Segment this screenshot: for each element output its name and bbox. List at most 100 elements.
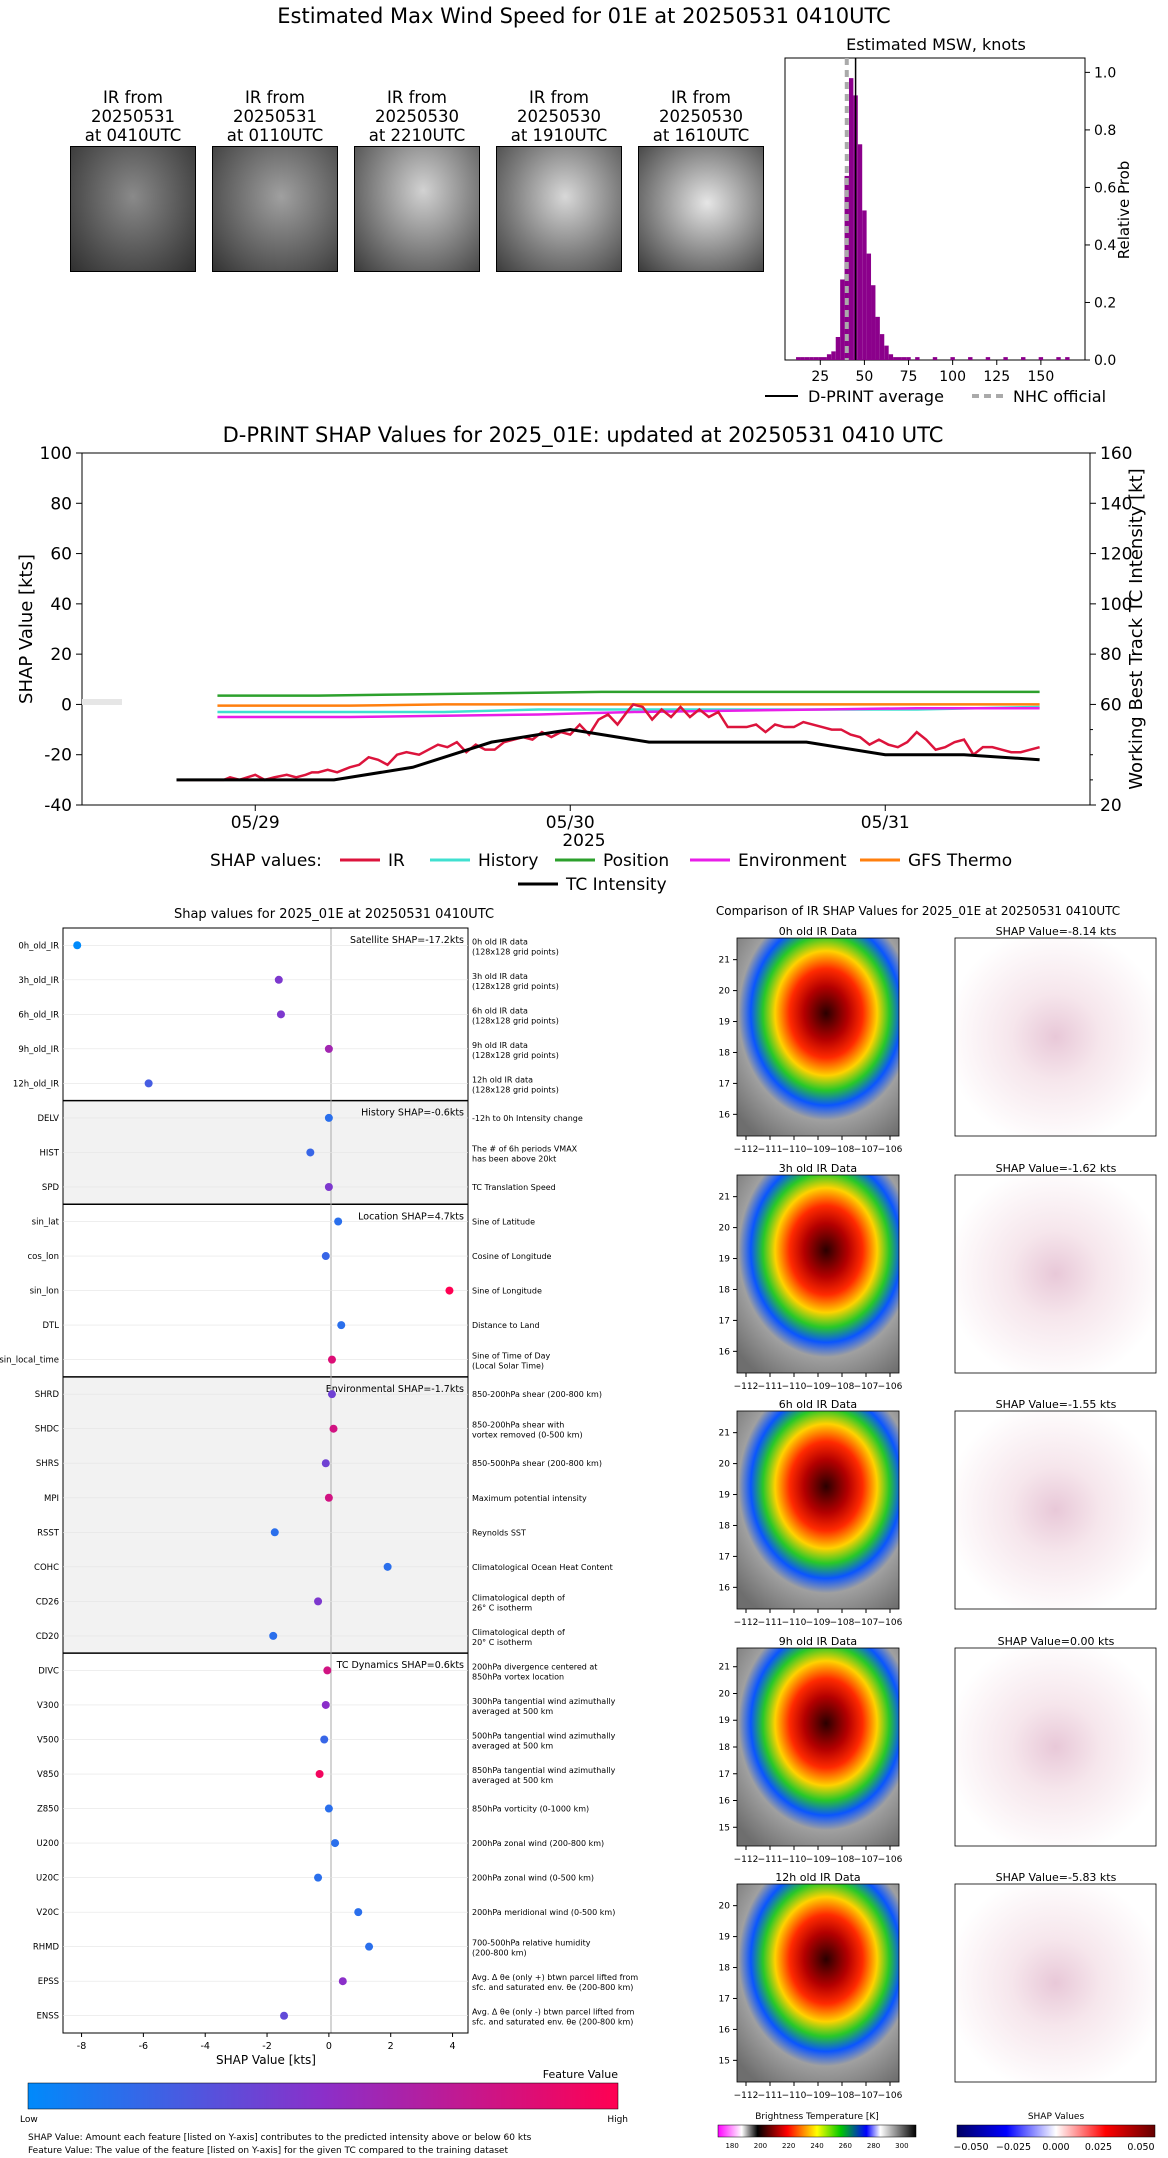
ir-thumb-label-line: at 1910UTC [510, 126, 608, 145]
ir-x-tick-label: −110 [782, 1618, 807, 1628]
ir-thumb-image [354, 146, 480, 272]
ir-y-tick-label: 20 [719, 1902, 731, 1912]
shap-panel-frame [62, 927, 469, 2034]
feature-desc: (128x128 grid points) [472, 1051, 559, 1060]
ir-x-tick-label: −111 [758, 1145, 783, 1155]
ir-x-tick-label: −112 [734, 2091, 759, 2101]
ir-y-tick-label: 18 [719, 1048, 731, 1058]
histogram-bar [1003, 357, 1008, 360]
ir-x-tick-label: −108 [830, 1382, 855, 1392]
ir-x-tick-label: −108 [830, 1618, 855, 1628]
ir-y-tick-label: 19 [719, 1255, 731, 1265]
ir-x-tick-label: −110 [782, 1145, 807, 1155]
shap-point [314, 1873, 323, 1882]
shap-point [274, 975, 283, 984]
right-tick-label: 100 [1100, 595, 1132, 615]
group-shap-label: Environmental SHAP=-1.7kts [326, 1384, 464, 1395]
ir-thumb-label-line: 20250531 [91, 107, 175, 126]
ir-thumb-label: IR from 20250531 at 0410UTC [60, 88, 206, 145]
ir-x-tick-label: −107 [854, 1618, 879, 1628]
ir-image [736, 1883, 900, 2083]
histogram-bar [818, 357, 823, 360]
feature-desc: (200-800 km) [472, 1949, 527, 1958]
legend-label-tc: TC Intensity [565, 875, 667, 895]
histogram-bar [893, 357, 898, 360]
ir-y-tick-label: 21 [719, 1429, 730, 1439]
colorbar-title: Feature Value [543, 2068, 619, 2081]
ir-x-tick-label: −111 [758, 1618, 783, 1628]
ir-y-tick-label: 21 [719, 1193, 730, 1203]
ir-thumb-label-line: at 2210UTC [368, 126, 466, 145]
feature-desc: Sine of Longitude [472, 1287, 542, 1296]
x-tick-label: -2 [262, 2041, 271, 2052]
ir-y-tick-label: 19 [719, 1933, 731, 1943]
bt-colorbar [717, 2124, 917, 2138]
legend-label-gfs: GFS Thermo [908, 851, 1012, 871]
group-shap-label: History SHAP=-0.6kts [361, 1108, 464, 1119]
histogram-bar [857, 144, 863, 360]
shap-point [365, 1942, 374, 1951]
feature-desc: Avg. Δ θe (only +) btwn parcel lifted fr… [472, 1973, 638, 1982]
feature-name: SHDC [35, 1425, 59, 1435]
histogram-bar [809, 357, 814, 360]
timeseries-ylabel-right: Working Best Track TC Intensity [kt] [1126, 468, 1147, 789]
ir-y-tick-label: 15 [719, 1823, 730, 1833]
shap-point [321, 1459, 330, 1468]
ir-x-tick-label: −106 [878, 1618, 903, 1628]
histogram-bar [848, 78, 854, 360]
ir-x-tick-label: −106 [878, 1145, 903, 1155]
left-tick-label: -40 [44, 796, 72, 816]
histogram-x-tick-label: 125 [983, 369, 1010, 385]
left-tick-label: 0 [61, 695, 72, 715]
ir-image [736, 1174, 900, 1374]
ir-thumb-label: IR from 20250531 at 0110UTC [202, 88, 348, 145]
feature-name: DELV [37, 1114, 59, 1124]
ir-thumb-image [70, 146, 196, 272]
footnote-shap: SHAP Value: Amount each feature [listed … [28, 2133, 532, 2143]
ir-y-tick-label: 20 [719, 987, 731, 997]
ir-x-tick-label: −110 [782, 1855, 807, 1865]
series-line-tc [176, 728, 1040, 782]
histogram-y-tick-label: 1.0 [1094, 65, 1116, 81]
ir-y-tick-label: 17 [719, 1994, 730, 2004]
feature-name: U20C [36, 1874, 59, 1884]
ir-x-tick-label: −108 [830, 1145, 855, 1155]
shap-colorbar [956, 2124, 1156, 2138]
feature-name: CD26 [36, 1597, 59, 1607]
group-shap-label: TC Dynamics SHAP=0.6kts [336, 1660, 464, 1671]
histogram-bar [1065, 357, 1070, 360]
ir-compare-row: 9h old IR Data SHAP Value=0.00 kts 21 20 19 1… [719, 1635, 1157, 1865]
ir-y-tick-label: 21 [719, 1663, 730, 1673]
feature-desc: 300hPa tangential wind azimuthally [472, 1697, 616, 1706]
histogram-bar [901, 357, 907, 360]
shap-tick-label: −0.025 [996, 2142, 1031, 2153]
histogram-bar [968, 357, 973, 360]
histogram-x-tick-label: 50 [855, 369, 873, 385]
ir-x-tick-label: −112 [734, 1382, 759, 1392]
ir-x-tick-label: −111 [758, 1855, 783, 1865]
shap-point [280, 2011, 289, 2020]
right-tick-label: 80 [1100, 645, 1122, 665]
histogram-bar [884, 345, 889, 360]
feature-name: MPI [44, 1494, 59, 1504]
ir-image-title: 0h old IR Data [779, 925, 857, 938]
feature-desc: Sine of Time of Day [472, 1352, 551, 1361]
x-tick-label: 0 [326, 2041, 332, 2052]
feature-name: sin_lon [30, 1287, 59, 1297]
feature-desc: (Local Solar Time) [472, 1362, 544, 1371]
legend-nhc-label: NHC official [1013, 387, 1106, 406]
histogram-x-tick-label: 75 [900, 369, 918, 385]
ir-thumb-image [212, 146, 338, 272]
ir-x-tick-label: −106 [878, 1382, 903, 1392]
right-tick-label: 20 [1100, 796, 1122, 816]
feature-name: SPD [42, 1183, 60, 1193]
shap-point [324, 1182, 333, 1191]
feature-value-colorbar [27, 2082, 619, 2110]
ir-x-tick-label: −106 [878, 2091, 903, 2101]
feature-desc: -12h to 0h Intensity change [472, 1114, 583, 1123]
bt-colorbar-title: Brightness Temperature [K] [755, 2112, 879, 2122]
feature-desc: (128x128 grid points) [472, 1016, 559, 1025]
feature-desc: Sine of Latitude [472, 1218, 535, 1227]
feature-desc: Maximum potential intensity [472, 1494, 587, 1503]
feature-desc: 26° C isotherm [472, 1603, 532, 1612]
